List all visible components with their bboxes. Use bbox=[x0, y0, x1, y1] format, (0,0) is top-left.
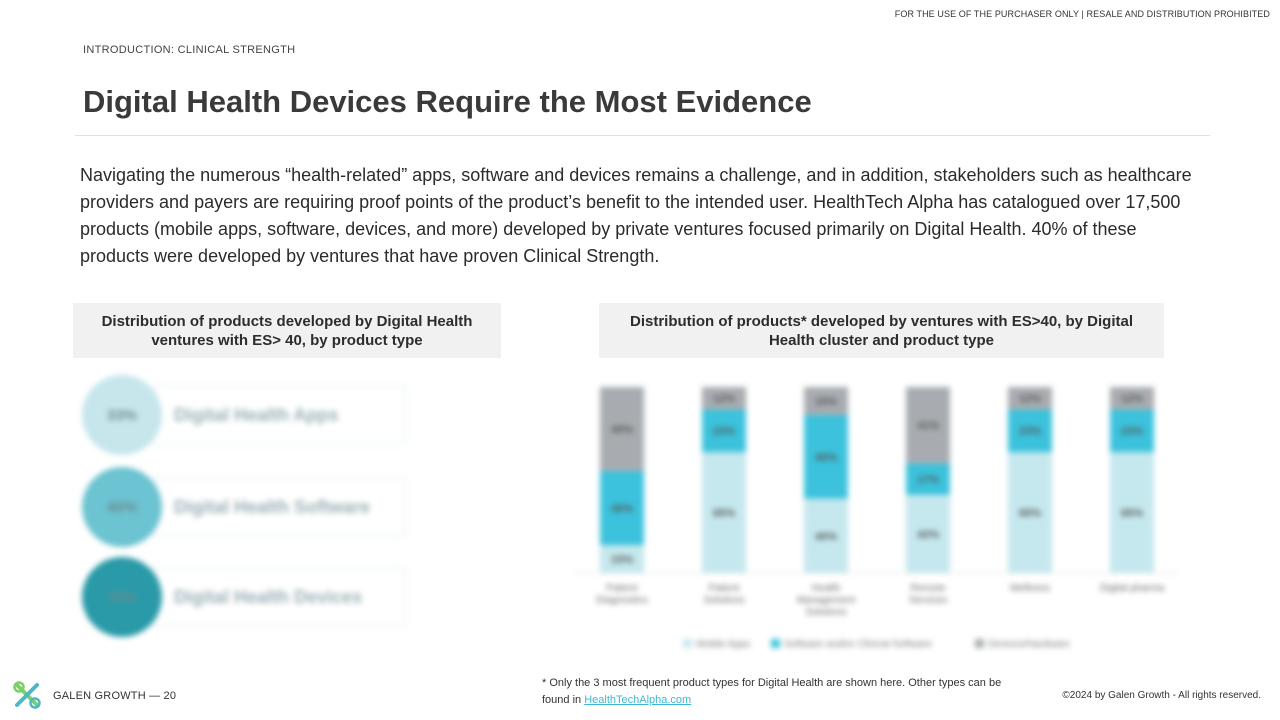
bar-value-label: 23% bbox=[713, 426, 735, 438]
bar-segment bbox=[1110, 387, 1154, 410]
legend-label: Mobile Apps bbox=[696, 639, 750, 650]
legend-swatch bbox=[975, 639, 984, 648]
bar-value-label: 40% bbox=[815, 531, 837, 543]
bar-segment bbox=[702, 409, 746, 453]
bar-segment bbox=[600, 387, 644, 471]
legend-label: Software and/or Clinical Software bbox=[784, 639, 932, 650]
category-label: Remote Services bbox=[909, 583, 947, 606]
bar-value-label: 12% bbox=[1019, 393, 1041, 405]
stacked-bar-chart: 15% 40% 45% Patient Diagnostics 65% 23% 12% Pati… bbox=[575, 387, 1180, 650]
category-label: Wellness bbox=[1010, 583, 1050, 594]
product-type-circle: 70% bbox=[82, 557, 162, 637]
bar-value-label: 23% bbox=[1019, 426, 1041, 438]
intro-paragraph: Navigating the numerous “health-related”… bbox=[80, 165, 1192, 266]
bar-segment bbox=[702, 387, 746, 410]
product-type-label: Digital Health Apps bbox=[174, 404, 339, 425]
bar-value-label: 17% bbox=[917, 474, 939, 486]
bar-value-label: 15% bbox=[611, 554, 633, 566]
legend-label: Devices/Hardware bbox=[988, 639, 1070, 650]
product-type-value: 40% bbox=[106, 498, 138, 516]
category-label: Health Management Solutions bbox=[797, 583, 856, 618]
bar-value-label: 12% bbox=[713, 393, 735, 405]
footnote-text: * Only the 3 most frequent product types… bbox=[542, 677, 1002, 706]
product-type-box bbox=[152, 477, 406, 537]
bar-value-label: 42% bbox=[917, 529, 939, 541]
bar-segment bbox=[1110, 409, 1154, 453]
title-divider bbox=[75, 135, 1210, 136]
bar-value-label: 45% bbox=[611, 424, 633, 436]
bar-segment bbox=[804, 414, 848, 499]
bar-segment bbox=[804, 387, 848, 415]
left-panel-title: Distribution of products developed by Di… bbox=[73, 303, 501, 358]
bar-value-label: 65% bbox=[1121, 508, 1143, 520]
bar-value-label: 12% bbox=[1121, 393, 1143, 405]
section-label: INTRODUCTION: CLINICAL STRENGTH bbox=[83, 44, 296, 56]
bar-value-label: 15% bbox=[815, 396, 837, 408]
bar-segment bbox=[1110, 452, 1154, 573]
footer-copyright: ©2024 by Galen Growth - All rights reser… bbox=[1062, 690, 1261, 701]
galen-growth-logo-icon bbox=[13, 681, 41, 709]
footer-brand-page: GALEN GROWTH — 20 bbox=[53, 690, 177, 702]
product-type-item: 40% Digital Health Software bbox=[82, 467, 408, 547]
bar-value-label: 65% bbox=[1019, 508, 1041, 520]
bar-segment bbox=[906, 463, 950, 495]
bar-segment bbox=[1008, 409, 1052, 453]
bar-value-label: 41% bbox=[917, 420, 939, 432]
usage-notice: FOR THE USE OF THE PURCHASER ONLY | RESA… bbox=[894, 9, 1270, 19]
bar-segment bbox=[1008, 387, 1052, 410]
bar-segment bbox=[906, 494, 950, 573]
bar-segment bbox=[906, 387, 950, 464]
legend-swatch bbox=[683, 639, 692, 648]
footnote: * Only the 3 most frequent product types… bbox=[542, 675, 1022, 709]
bar-segment bbox=[804, 498, 848, 573]
bar-value-label: 45% bbox=[815, 452, 837, 464]
category-label: Patient Solutions bbox=[703, 583, 744, 606]
product-type-label: Digital Health Software bbox=[174, 496, 371, 517]
category-label: Patient Diagnostics bbox=[596, 583, 648, 606]
product-type-item: 33% Digital Health Apps bbox=[82, 375, 408, 455]
bar-segment bbox=[1008, 452, 1052, 573]
product-type-item: 70% Digital Health Devices bbox=[82, 557, 408, 637]
bar-value-label: 40% bbox=[611, 503, 633, 515]
bar-value-label: 65% bbox=[713, 508, 735, 520]
healthtechalpha-link[interactable]: HealthTechAlpha.com bbox=[584, 694, 692, 706]
category-label: Digital pharma bbox=[1100, 583, 1165, 594]
product-type-label: Digital Health Devices bbox=[174, 586, 363, 607]
right-panel-title: Distribution of products* developed by v… bbox=[599, 303, 1164, 358]
product-type-value: 70% bbox=[106, 588, 138, 606]
bar-segment bbox=[702, 452, 746, 573]
product-type-circle: 33% bbox=[82, 375, 162, 455]
bar-segment bbox=[600, 545, 644, 573]
product-type-circle: 40% bbox=[82, 467, 162, 547]
legend-swatch bbox=[771, 639, 780, 648]
product-type-box bbox=[152, 385, 406, 445]
product-type-value: 33% bbox=[106, 406, 138, 424]
bar-segment bbox=[600, 470, 644, 546]
page-title: Digital Health Devices Require the Most … bbox=[83, 84, 812, 119]
bar-value-label: 23% bbox=[1121, 426, 1143, 438]
product-type-box bbox=[152, 567, 406, 627]
